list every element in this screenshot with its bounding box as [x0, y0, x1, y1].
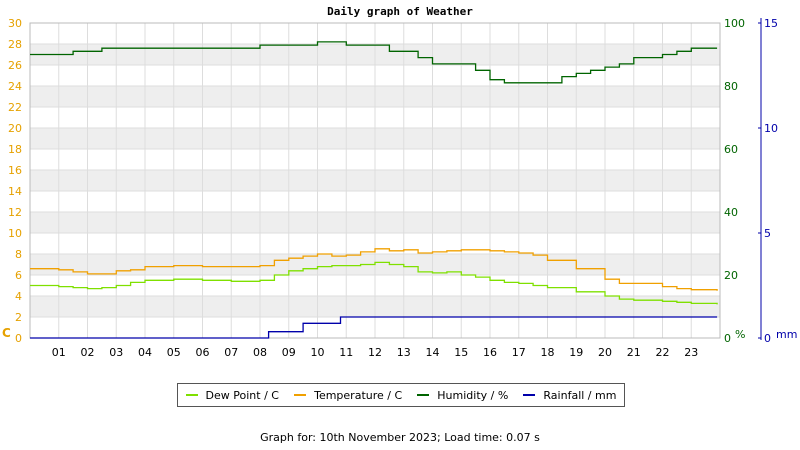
y-left-tick-30: 30 — [8, 17, 22, 30]
legend-swatch-hum — [417, 394, 430, 396]
y-left-tick-12: 12 — [8, 206, 22, 219]
y-hum-unit-label: % — [735, 328, 745, 341]
y-rain-tick-5: 5 — [764, 227, 771, 240]
series-line-hum — [30, 41, 718, 84]
y-left-tick-22: 22 — [8, 101, 22, 114]
y-rain-unit-label: mm — [776, 328, 797, 341]
y-hum-tick-80: 80 — [724, 80, 738, 93]
y-left-tick-2: 2 — [15, 311, 22, 324]
x-tick-label-17: 17 — [512, 346, 526, 359]
y-rain-tick-15: 15 — [764, 17, 778, 30]
legend-swatch-temp — [294, 394, 307, 396]
chart-legend: Dew Point / C Temperature / C Humidity /… — [177, 383, 625, 407]
x-tick-label-16: 16 — [483, 346, 497, 359]
y-left-tick-26: 26 — [8, 59, 22, 72]
legend-swatch-dew — [185, 394, 198, 396]
y-left-tick-24: 24 — [8, 80, 22, 93]
x-tick-label-06: 06 — [196, 346, 210, 359]
series-line-temp — [30, 248, 718, 291]
y-hum-tick-0: 0 — [724, 332, 731, 345]
x-tick-label-08: 08 — [253, 346, 267, 359]
x-tick-label-03: 03 — [109, 346, 123, 359]
footer-status: Graph for: 10th November 2023; Load time… — [260, 431, 540, 444]
x-tick-label-18: 18 — [541, 346, 555, 359]
legend-label-dew: Dew Point / C — [205, 388, 279, 402]
y-left-tick-8: 8 — [15, 248, 22, 261]
x-tick-label-19: 19 — [569, 346, 583, 359]
series-line-rain — [30, 316, 718, 339]
y-left-tick-4: 4 — [15, 290, 22, 303]
x-tick-label-21: 21 — [627, 346, 641, 359]
x-tick-label-20: 20 — [598, 346, 612, 359]
chart-title: Daily graph of Weather — [327, 5, 473, 18]
y-rain-tick-10: 10 — [764, 122, 778, 135]
y-left-tick-0: 0 — [15, 332, 22, 345]
x-tick-label-14: 14 — [426, 346, 440, 359]
y-hum-tick-100: 100 — [724, 17, 745, 30]
legend-swatch-rain — [523, 394, 536, 396]
x-tick-label-15: 15 — [454, 346, 468, 359]
legend-item-temp: Temperature / C — [294, 389, 402, 402]
x-tick-label-22: 22 — [656, 346, 670, 359]
x-tick-label-05: 05 — [167, 346, 181, 359]
legend-item-hum: Humidity / % — [417, 389, 508, 402]
x-tick-label-07: 07 — [224, 346, 238, 359]
y-left-tick-16: 16 — [8, 164, 22, 177]
series-line-dew — [30, 261, 718, 305]
x-tick-label-02: 02 — [81, 346, 95, 359]
y-left-tick-6: 6 — [15, 269, 22, 282]
x-tick-label-09: 09 — [282, 346, 296, 359]
x-tick-label-12: 12 — [368, 346, 382, 359]
y-hum-tick-40: 40 — [724, 206, 738, 219]
x-tick-label-01: 01 — [52, 346, 66, 359]
y-hum-tick-60: 60 — [724, 143, 738, 156]
y-left-tick-28: 28 — [8, 38, 22, 51]
legend-item-rain: Rainfall / mm — [523, 389, 616, 402]
legend-label-hum: Humidity / % — [437, 388, 509, 402]
x-tick-label-13: 13 — [397, 346, 411, 359]
x-tick-label-10: 10 — [311, 346, 325, 359]
y-left-tick-18: 18 — [8, 143, 22, 156]
x-tick-label-23: 23 — [684, 346, 698, 359]
x-tick-label-11: 11 — [339, 346, 353, 359]
y-left-tick-20: 20 — [8, 122, 22, 135]
y-left-tick-14: 14 — [8, 185, 22, 198]
legend-label-temp: Temperature / C — [314, 388, 403, 402]
y-hum-tick-20: 20 — [724, 269, 738, 282]
plot-frame — [29, 22, 721, 339]
legend-item-dew: Dew Point / C — [185, 388, 279, 402]
y-left-unit-label: C — [2, 326, 11, 340]
y-rain-tick-0: 0 — [764, 332, 771, 345]
y-left-tick-10: 10 — [8, 227, 22, 240]
x-tick-label-04: 04 — [138, 346, 152, 359]
legend-label-rain: Rainfall / mm — [543, 388, 617, 402]
